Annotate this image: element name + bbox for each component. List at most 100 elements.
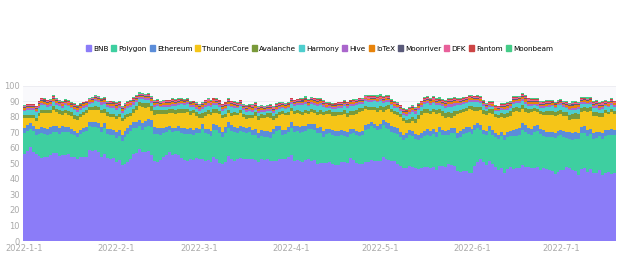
Bar <box>557 100 559 102</box>
Bar <box>133 122 135 128</box>
Bar <box>73 108 76 110</box>
Bar <box>186 100 188 102</box>
Bar <box>29 109 32 115</box>
Bar <box>174 99 177 100</box>
Bar <box>91 102 94 103</box>
Bar <box>64 102 67 103</box>
Bar <box>29 108 32 109</box>
Bar <box>148 95 150 96</box>
Bar <box>293 103 296 104</box>
Bar <box>586 172 589 241</box>
Bar <box>272 161 275 241</box>
Bar <box>572 110 574 114</box>
Bar <box>414 108 417 109</box>
Bar <box>388 100 391 102</box>
Bar <box>551 115 554 132</box>
Bar <box>456 133 459 138</box>
Bar <box>55 153 58 241</box>
Bar <box>106 159 108 241</box>
Bar <box>405 133 408 138</box>
Bar <box>275 108 278 110</box>
Bar <box>509 108 512 111</box>
Bar <box>123 164 126 241</box>
Bar <box>236 115 239 128</box>
Bar <box>257 107 260 108</box>
Bar <box>230 131 233 159</box>
Bar <box>281 130 284 135</box>
Bar <box>474 98 476 99</box>
Bar <box>358 98 361 99</box>
Bar <box>479 159 482 241</box>
Bar <box>607 135 610 172</box>
Bar <box>334 112 337 116</box>
Bar <box>218 104 221 105</box>
Bar <box>313 124 316 130</box>
Bar <box>210 107 213 112</box>
Bar <box>198 159 201 241</box>
Bar <box>192 103 195 105</box>
Bar <box>515 136 518 168</box>
Bar <box>260 130 263 136</box>
Bar <box>133 113 135 122</box>
Bar <box>464 133 467 171</box>
Bar <box>311 98 313 99</box>
Bar <box>38 116 40 129</box>
Bar <box>503 103 506 104</box>
Bar <box>396 104 399 105</box>
Bar <box>326 102 328 103</box>
Bar <box>165 103 168 105</box>
Bar <box>150 96 153 97</box>
Bar <box>239 125 242 131</box>
Bar <box>447 164 450 241</box>
Bar <box>94 150 97 241</box>
Bar <box>598 170 601 241</box>
Bar <box>183 113 186 128</box>
Bar <box>112 130 115 135</box>
Bar <box>239 100 242 102</box>
Bar <box>376 95 379 97</box>
Bar <box>108 114 112 117</box>
Bar <box>260 114 263 118</box>
Bar <box>489 131 491 161</box>
Bar <box>503 109 506 110</box>
Bar <box>580 112 583 126</box>
Bar <box>414 114 417 119</box>
Bar <box>326 104 328 105</box>
Bar <box>64 113 67 126</box>
Bar <box>103 104 106 109</box>
Bar <box>198 104 201 105</box>
Bar <box>328 102 331 103</box>
Bar <box>381 98 384 99</box>
Bar <box>236 104 239 105</box>
Bar <box>159 107 162 110</box>
Bar <box>572 106 574 108</box>
Bar <box>165 105 168 107</box>
Bar <box>298 133 301 161</box>
Bar <box>218 105 221 107</box>
Bar <box>141 130 144 152</box>
Bar <box>224 105 228 106</box>
Bar <box>32 126 35 131</box>
Bar <box>106 103 108 104</box>
Bar <box>138 97 141 99</box>
Bar <box>257 120 260 133</box>
Bar <box>284 105 286 106</box>
Bar <box>82 103 85 104</box>
Bar <box>512 102 515 104</box>
Bar <box>512 98 515 99</box>
Bar <box>610 129 613 135</box>
Bar <box>25 110 29 115</box>
Bar <box>399 108 402 109</box>
Bar <box>453 100 456 101</box>
Bar <box>471 173 474 241</box>
Bar <box>489 103 491 104</box>
Bar <box>242 107 245 108</box>
Bar <box>459 113 462 132</box>
Bar <box>257 111 260 113</box>
Bar <box>213 98 216 100</box>
Bar <box>275 114 278 117</box>
Bar <box>43 102 46 104</box>
Bar <box>58 102 61 103</box>
Bar <box>459 99 462 100</box>
Bar <box>40 133 43 158</box>
